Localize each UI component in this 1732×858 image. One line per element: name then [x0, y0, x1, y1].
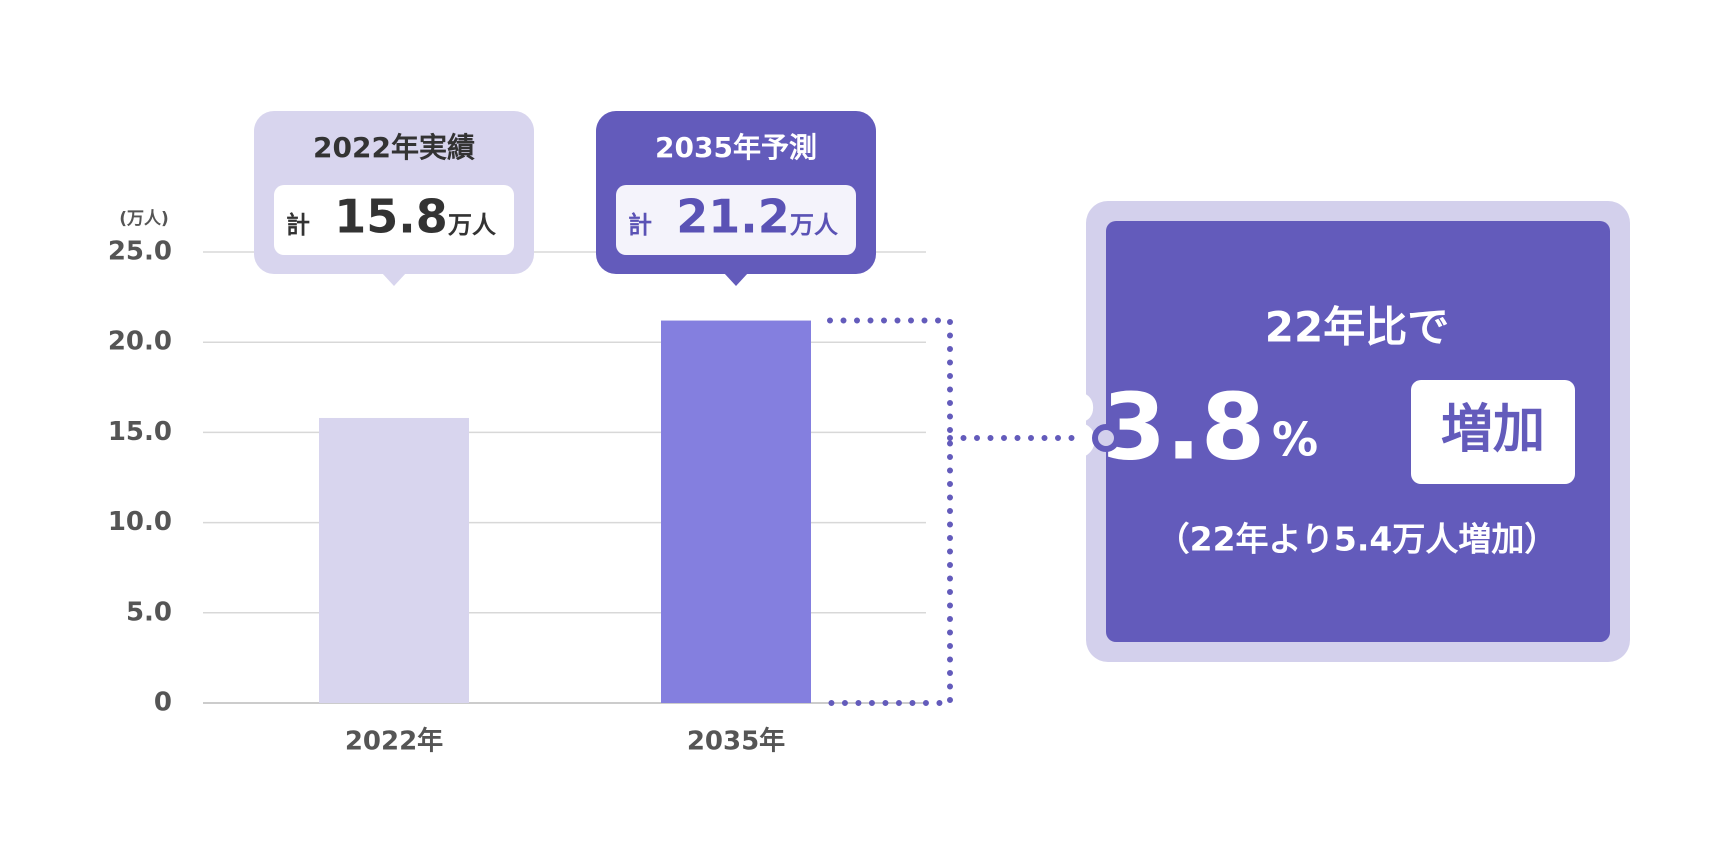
callout-title: 2035年予測 — [655, 131, 817, 164]
callout-value: 15.8 — [334, 190, 448, 244]
bracket-dot — [1092, 424, 1120, 452]
y-unit: (万人) — [119, 209, 169, 229]
y-tick-label: 0 — [154, 688, 172, 718]
callout-pointer — [724, 273, 748, 286]
badge-text: 増加 — [1441, 400, 1545, 460]
callout-value: 21.2 — [676, 190, 790, 244]
callout-pointer — [382, 273, 406, 286]
callout-prefix: 計 — [628, 211, 652, 239]
x-tick-label: 2022年 — [345, 726, 443, 757]
callout-unit: 万人 — [448, 211, 496, 239]
y-tick-label: 15.0 — [108, 417, 172, 447]
panel-value: 33.8 — [1038, 373, 1265, 480]
y-tick-label: 10.0 — [108, 507, 172, 537]
panel-unit: % — [1272, 413, 1318, 467]
callout-unit: 万人 — [790, 211, 838, 239]
bar — [661, 320, 811, 703]
callout-title: 2022年実績 — [313, 131, 475, 164]
bracket — [827, 317, 1095, 706]
callout-prefix: 計 — [286, 211, 310, 239]
badge — [1411, 380, 1575, 484]
callout-box — [616, 185, 856, 255]
bar — [319, 417, 469, 703]
y-tick-label: 25.0 — [108, 237, 172, 267]
callout-box — [274, 185, 514, 255]
x-tick-label: 2035年 — [687, 726, 785, 757]
panel-lead: 22年比で — [1265, 303, 1449, 352]
panel-note: （22年より5.4万人増加） — [1157, 520, 1558, 559]
panel — [1106, 221, 1610, 642]
y-tick-label: 20.0 — [108, 327, 172, 357]
y-tick-label: 5.0 — [126, 597, 172, 627]
